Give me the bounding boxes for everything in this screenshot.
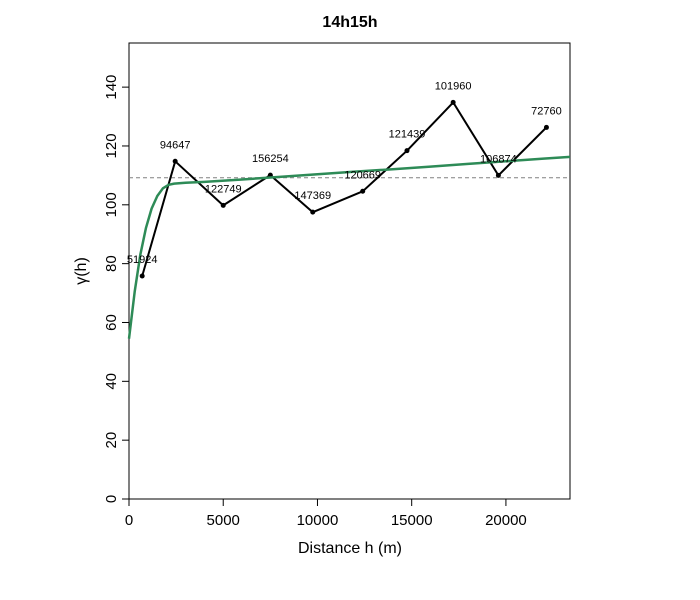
empirical-point (220, 202, 226, 208)
point-count-label: 101960 (435, 80, 472, 92)
x-axis-label: Distance h (m) (298, 540, 402, 557)
empirical-point (404, 148, 410, 154)
x-tick-label: 0 (125, 512, 133, 529)
series-layer (127, 99, 571, 339)
y-tick-label: 100 (103, 192, 120, 217)
x-tick-label: 15000 (391, 512, 433, 529)
point-count-label: 147369 (294, 190, 331, 202)
empirical-point (172, 158, 178, 164)
point-count-label: 120669 (344, 169, 381, 181)
y-tick-label: 60 (103, 314, 120, 331)
x-tick-label: 10000 (297, 512, 339, 529)
empirical-point (139, 273, 145, 279)
empirical-point (450, 99, 456, 105)
x-tick-label: 20000 (485, 512, 527, 529)
point-count-label: 51924 (127, 254, 158, 266)
fitted-model-line (127, 155, 571, 339)
point-count-label: 72760 (531, 105, 562, 117)
point-count-label: 121439 (389, 129, 426, 141)
chart-title: 14h15h (322, 14, 377, 31)
point-count-label: 106874 (480, 153, 517, 165)
plot-frame (128, 42, 571, 500)
x-axis: 0 5000 10000 15000 20000 (125, 499, 527, 529)
empirical-point (360, 188, 366, 194)
y-tick-label: 120 (103, 133, 120, 158)
y-tick-label: 0 (103, 495, 120, 503)
empirical-point (543, 124, 549, 130)
point-count-label: 156254 (252, 153, 289, 165)
empirical-point (495, 172, 501, 178)
y-tick-label: 40 (103, 373, 120, 390)
y-tick-label: 140 (103, 75, 120, 100)
y-tick-label: 80 (103, 255, 120, 272)
empirical-point (310, 209, 316, 215)
y-axis-label: γ(h) (73, 257, 90, 285)
point-count-label: 122749 (205, 183, 242, 195)
y-axis: 0 20 40 60 80 100 120 140 (103, 75, 129, 503)
point-count-label: 94647 (160, 139, 191, 151)
x-tick-label: 5000 (207, 512, 240, 529)
y-tick-label: 20 (103, 432, 120, 449)
empirical-variogram-line (141, 101, 548, 277)
point-labels-layer: 51924 94647 122749 156254 147369 120669 121439… (127, 80, 562, 266)
